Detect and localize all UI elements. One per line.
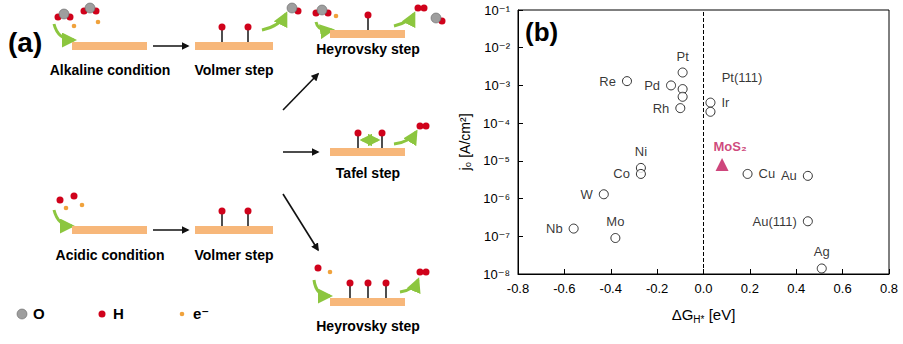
svg-text:Ag: Ag bbox=[814, 244, 830, 259]
svg-text:j₀ [A/cm²]: j₀ [A/cm²] bbox=[457, 113, 473, 171]
svg-text:-0.6: -0.6 bbox=[553, 281, 575, 296]
svg-text:Au: Au bbox=[781, 168, 797, 183]
svg-text:Pt: Pt bbox=[676, 49, 689, 64]
svg-text:Pt(111): Pt(111) bbox=[722, 70, 763, 85]
svg-text:W: W bbox=[581, 187, 594, 202]
svg-text:Rh: Rh bbox=[653, 101, 670, 116]
svg-text:Pd: Pd bbox=[644, 78, 660, 93]
svg-text:Volmer step: Volmer step bbox=[194, 62, 273, 78]
svg-text:10⁻⁶: 10⁻⁶ bbox=[483, 191, 510, 206]
svg-text:-0.2: -0.2 bbox=[646, 281, 668, 296]
svg-text:H: H bbox=[113, 305, 124, 322]
svg-text:Mo: Mo bbox=[606, 214, 624, 229]
svg-text:10⁻⁸: 10⁻⁸ bbox=[483, 267, 510, 282]
svg-text:0.2: 0.2 bbox=[741, 281, 759, 296]
svg-text:-0.4: -0.4 bbox=[600, 281, 622, 296]
svg-text:(b): (b) bbox=[525, 17, 558, 47]
svg-text:Ir: Ir bbox=[721, 95, 730, 110]
svg-text:Co: Co bbox=[613, 166, 630, 181]
svg-text:Tafel step: Tafel step bbox=[336, 165, 400, 181]
svg-text:10⁻²: 10⁻² bbox=[484, 40, 510, 55]
svg-text:10⁻⁷: 10⁻⁷ bbox=[484, 229, 510, 244]
svg-text:[eV]: [eV] bbox=[704, 306, 735, 323]
svg-text:ΔG: ΔG bbox=[672, 306, 694, 323]
svg-text:Au(111): Au(111) bbox=[753, 214, 797, 229]
svg-text:0.6: 0.6 bbox=[834, 281, 852, 296]
svg-text:Nb: Nb bbox=[546, 221, 563, 236]
svg-text:10⁻³: 10⁻³ bbox=[484, 78, 510, 93]
svg-text:Ni: Ni bbox=[635, 144, 647, 159]
svg-text:Cu: Cu bbox=[759, 166, 776, 181]
svg-text:10⁻¹: 10⁻¹ bbox=[484, 3, 510, 18]
svg-text:-0.8: -0.8 bbox=[507, 281, 529, 296]
svg-text:Re: Re bbox=[599, 74, 616, 89]
svg-text:e⁻: e⁻ bbox=[193, 305, 209, 322]
svg-text:0.4: 0.4 bbox=[787, 281, 805, 296]
svg-text:Alkaline condition: Alkaline condition bbox=[50, 62, 171, 78]
svg-text:Heyrovsky step: Heyrovsky step bbox=[316, 318, 420, 334]
svg-text:Acidic condition: Acidic condition bbox=[56, 247, 165, 263]
svg-text:10⁻⁵: 10⁻⁵ bbox=[483, 153, 510, 168]
svg-text:0.8: 0.8 bbox=[880, 281, 898, 296]
svg-text:Volmer step: Volmer step bbox=[194, 247, 273, 263]
svg-text:10⁻⁴: 10⁻⁴ bbox=[483, 116, 510, 131]
svg-text:MoS₂: MoS₂ bbox=[713, 139, 746, 154]
svg-text:(a): (a) bbox=[8, 27, 42, 58]
svg-text:H*: H* bbox=[693, 314, 704, 325]
svg-text:O: O bbox=[33, 305, 45, 322]
svg-text:Heyrovsky step: Heyrovsky step bbox=[316, 41, 420, 57]
svg-text:0.0: 0.0 bbox=[694, 281, 712, 296]
